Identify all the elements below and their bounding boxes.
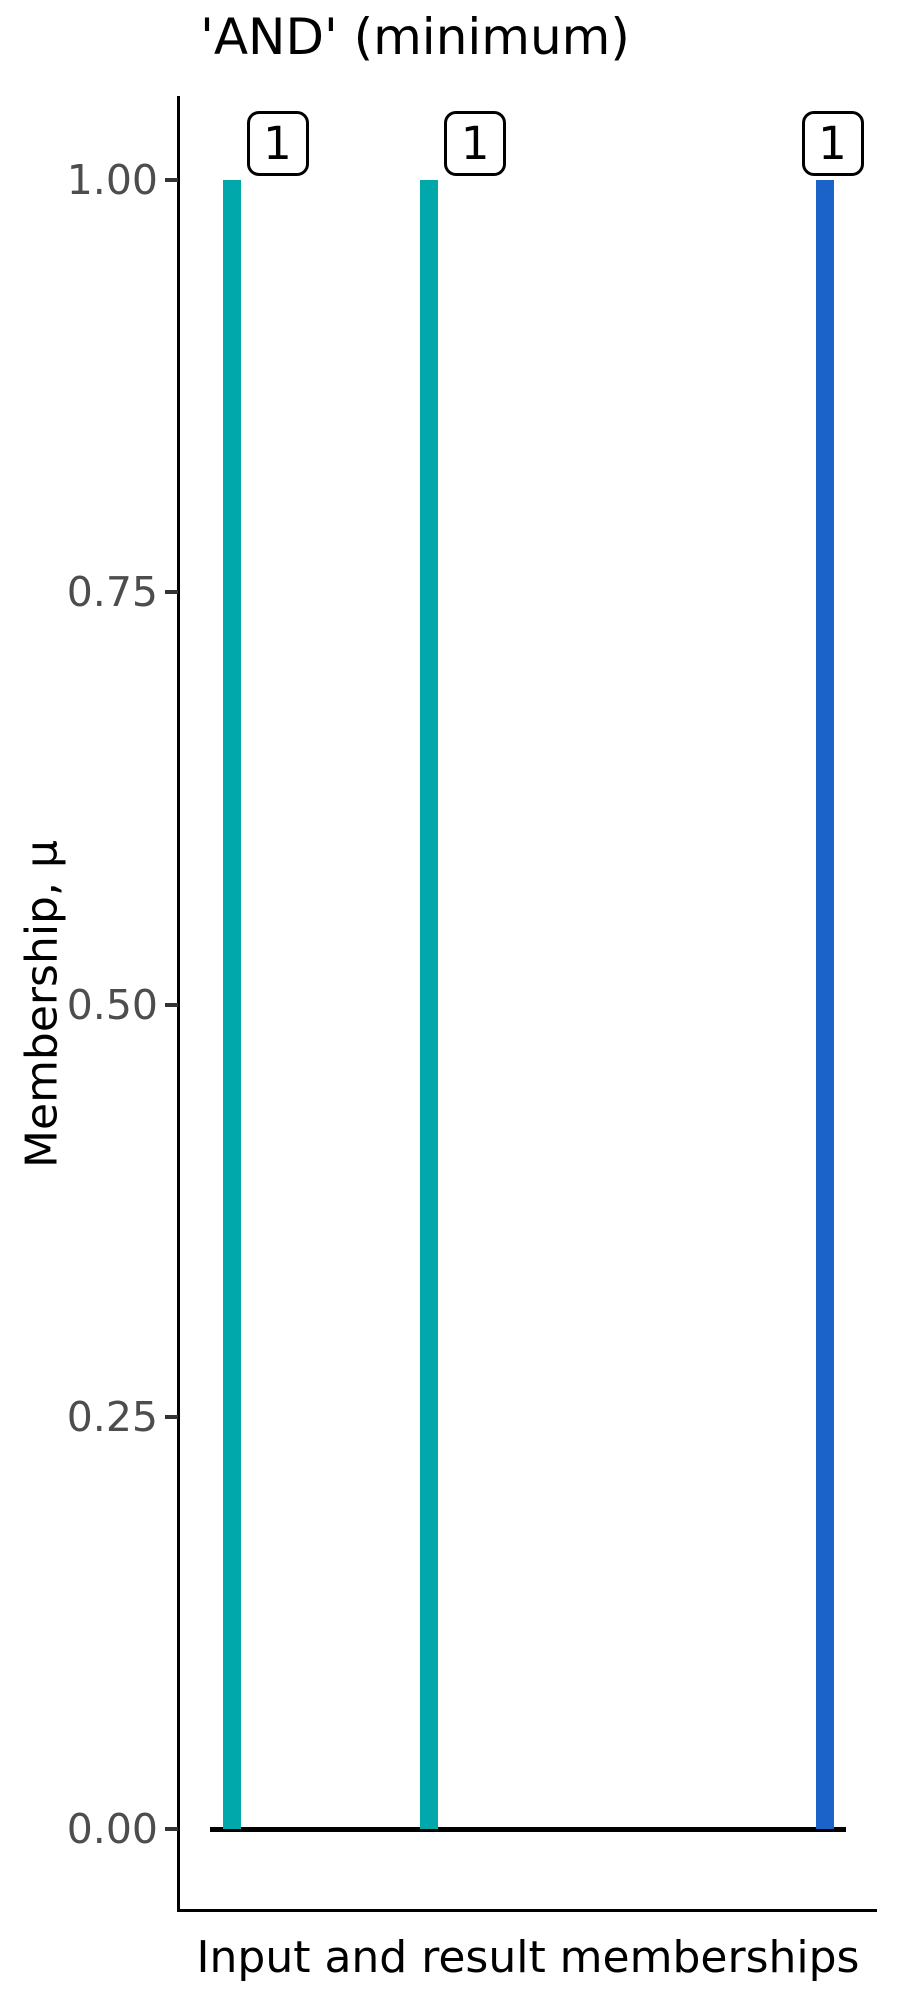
y-tick	[165, 1827, 178, 1831]
y-tick-label: 1.00	[66, 156, 158, 204]
bar-input-membership-2	[420, 180, 439, 1829]
y-axis-line	[177, 96, 180, 1912]
value-label-input-membership-1: 1	[246, 111, 309, 176]
chart-title: 'AND' (minimum)	[200, 8, 630, 66]
value-label-result-membership: 1	[801, 111, 864, 176]
x-axis-line	[177, 1909, 877, 1912]
y-tick	[165, 1414, 178, 1419]
y-tick-label: 0.75	[66, 568, 158, 617]
y-tick-label: 0.00	[66, 1805, 158, 1853]
zero-baseline	[210, 1826, 846, 1832]
y-tick	[165, 178, 178, 182]
y-tick-label: 0.25	[66, 1392, 158, 1441]
y-tick	[165, 1002, 178, 1007]
y-tick-label: 0.50	[66, 980, 158, 1029]
bar-input-membership-1	[222, 180, 241, 1829]
x-axis-title: Input and result memberships	[196, 1932, 860, 1983]
value-label-input-membership-2: 1	[444, 111, 507, 176]
y-tick	[165, 590, 178, 595]
bar-result-membership	[815, 180, 834, 1829]
